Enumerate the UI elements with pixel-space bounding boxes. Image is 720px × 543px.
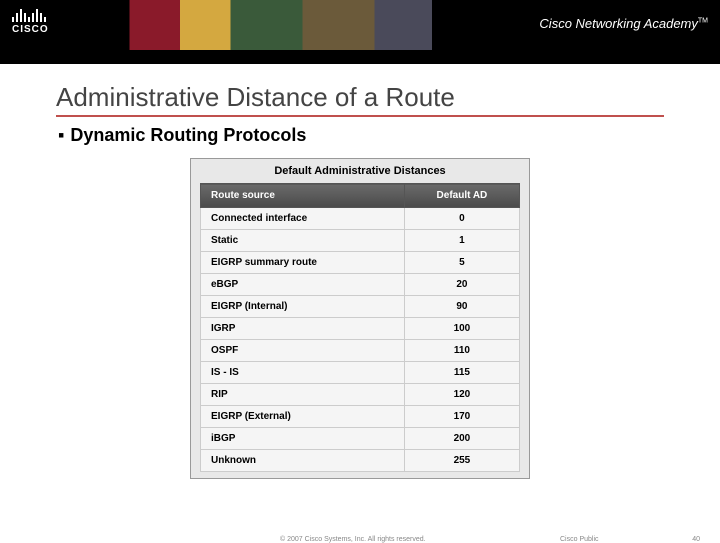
table-row: EIGRP (Internal)90	[201, 296, 520, 318]
table-row: RIP120	[201, 384, 520, 406]
table-row: iBGP200	[201, 428, 520, 450]
table-title: Default Administrative Distances	[191, 159, 529, 183]
cisco-logo-bars-icon	[12, 6, 49, 22]
table-row: EIGRP (External)170	[201, 406, 520, 428]
table-row: EIGRP summary route5	[201, 252, 520, 274]
table-row: Unknown255	[201, 450, 520, 472]
page-title: Administrative Distance of a Route	[56, 82, 664, 117]
table-row: eBGP20	[201, 274, 520, 296]
header-divider	[0, 50, 720, 64]
header-banner: CISCO Cisco Networking AcademyTM	[0, 0, 720, 50]
bullet-icon: ▪	[58, 125, 64, 145]
table-header-row: Route source Default AD	[201, 184, 520, 208]
table-row: OSPF110	[201, 340, 520, 362]
col-route-source: Route source	[201, 184, 405, 208]
table-row: Static1	[201, 230, 520, 252]
academy-label: Cisco Networking AcademyTM	[539, 16, 708, 31]
ad-table: Route source Default AD Connected interf…	[200, 183, 520, 472]
table-row: IS - IS115	[201, 362, 520, 384]
table-row: Connected interface0	[201, 208, 520, 230]
academy-text: Cisco Networking Academy	[539, 16, 697, 31]
cisco-logo: CISCO	[12, 6, 49, 35]
subtitle-row: ▪ Dynamic Routing Protocols	[58, 125, 664, 146]
cisco-logo-text: CISCO	[12, 24, 49, 35]
ad-table-container: Default Administrative Distances Route s…	[190, 158, 530, 479]
table-row: IGRP100	[201, 318, 520, 340]
slide-content: Administrative Distance of a Route ▪ Dyna…	[0, 64, 720, 479]
col-default-ad: Default AD	[404, 184, 519, 208]
trademark-symbol: TM	[698, 18, 708, 25]
subtitle-text: Dynamic Routing Protocols	[70, 125, 306, 145]
